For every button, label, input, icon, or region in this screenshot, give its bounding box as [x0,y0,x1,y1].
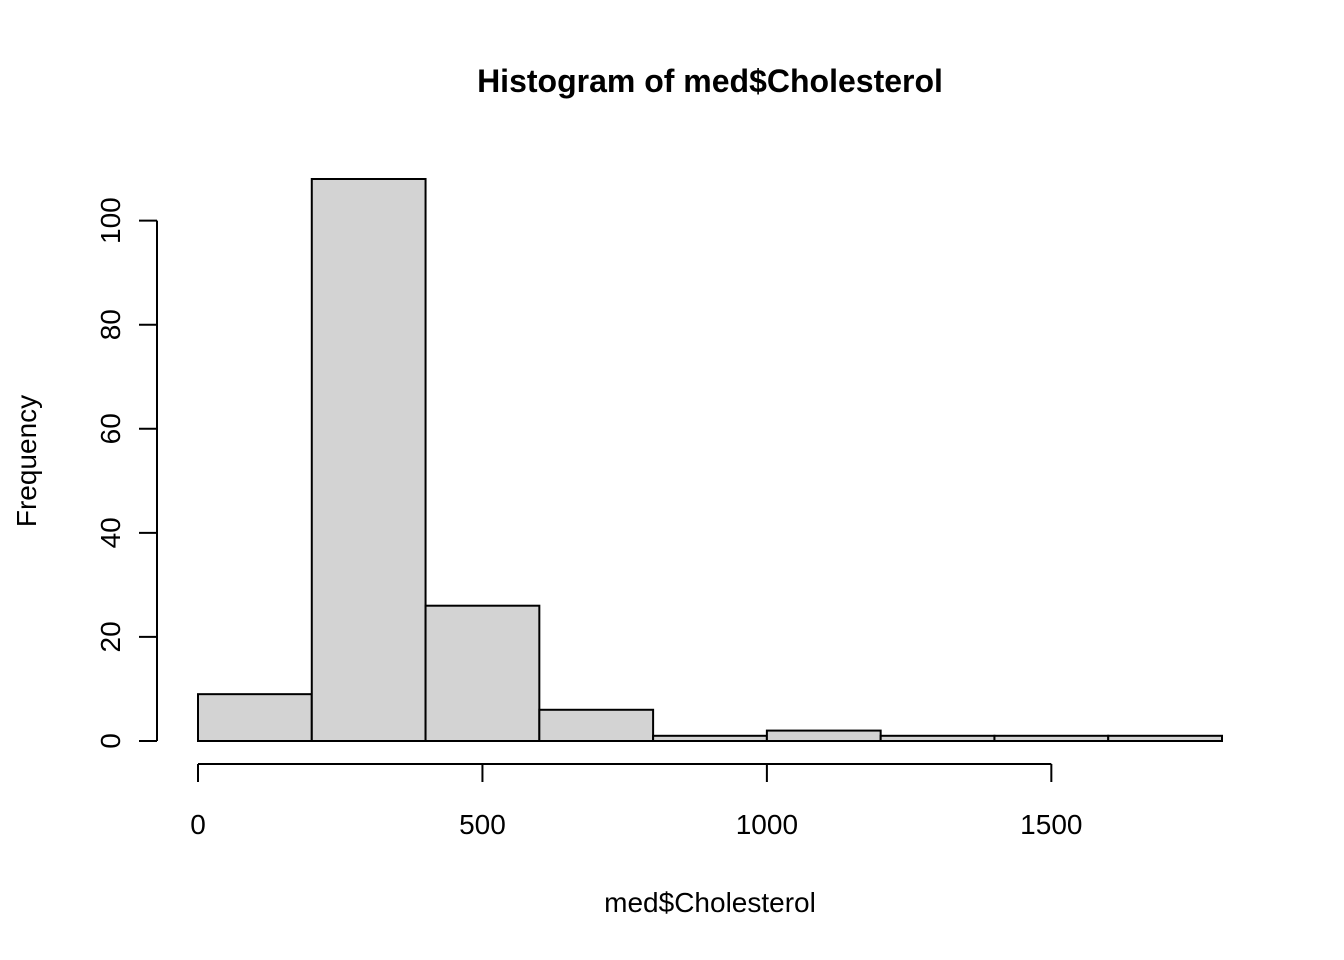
chart-title: Histogram of med$Cholesterol [477,63,943,99]
y-axis-label: Frequency [11,395,42,527]
y-tick-label: 60 [95,413,126,444]
y-axis: 0 20 40 60 80 100 [95,197,158,749]
y-tick-label: 20 [95,621,126,652]
y-tick-label: 100 [95,197,126,244]
y-tick-label: 40 [95,517,126,548]
x-tick-label: 500 [459,809,506,840]
y-tick-label: 80 [95,309,126,340]
histogram-bar [1107,734,1223,743]
x-tick-label: 1000 [736,809,798,840]
histogram-bar [424,604,541,742]
histogram-bar [538,708,655,742]
x-axis: 0 500 1000 1500 [190,763,1082,840]
histogram-bar [993,734,1110,743]
histogram-bar [310,178,427,742]
histogram-bar [879,734,996,743]
x-tick-label: 0 [190,809,206,840]
histogram-bar [197,693,313,743]
x-axis-label: med$Cholesterol [604,887,816,918]
histogram-bar [652,734,768,743]
x-tick-label: 1500 [1020,809,1082,840]
bars-layer [197,178,1223,743]
histogram-bar [765,729,882,742]
y-tick-label: 0 [95,733,126,749]
